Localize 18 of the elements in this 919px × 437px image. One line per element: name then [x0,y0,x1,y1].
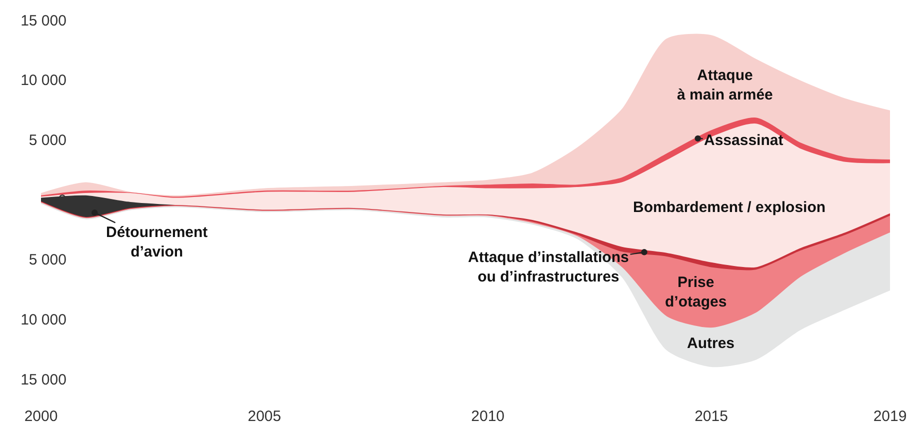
x-tick-label: 2015 [694,408,728,425]
x-tick-label: 2019 [873,408,907,425]
annotation: Détournement d’avion [106,224,208,260]
x-tick-label: 2010 [471,408,505,425]
y-tick-label: 5 000 [28,132,66,149]
annotation: Assassinat [704,132,784,149]
annotation: Attaque d’installations ou d’infrastructures [468,249,629,286]
x-tick-label: 2005 [248,408,282,425]
y-tick-label: 5 000 [28,252,66,269]
y-tick-label: 15 000 [20,12,66,30]
annotation: Prise d’otages [665,274,727,310]
y-tick-label: 10 000 [20,311,66,328]
y-tick-label: 15 000 [20,371,66,388]
annotation: Bombardement / explosion [633,199,826,216]
x-tick-label: 2000 [24,408,58,425]
y-tick-label: 10 000 [20,72,66,90]
annotation: Attaque à main armée [677,67,773,104]
annotation: Autres [687,335,735,352]
